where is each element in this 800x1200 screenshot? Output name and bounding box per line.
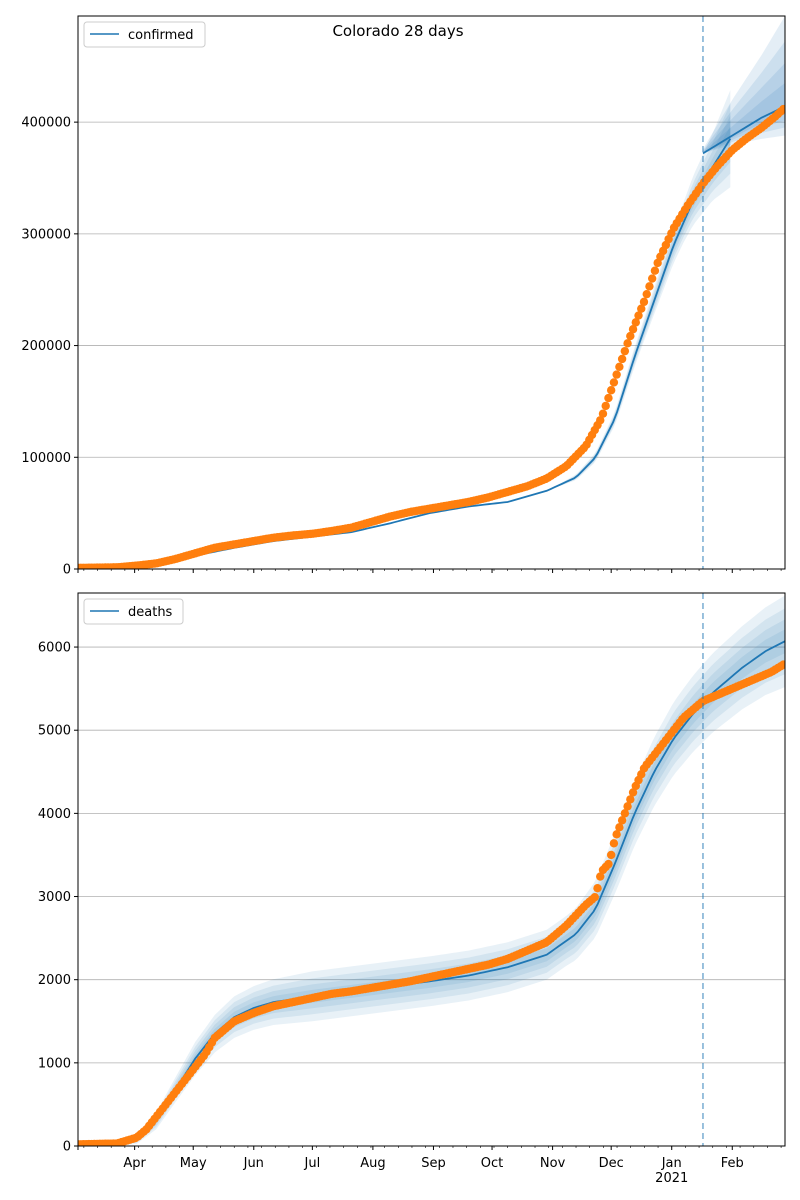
observed-point bbox=[626, 331, 635, 341]
plot-area bbox=[78, 16, 785, 569]
x-axis bbox=[77, 569, 782, 573]
observed-point bbox=[596, 416, 605, 425]
model-line bbox=[78, 138, 732, 569]
legend: confirmed bbox=[83, 21, 206, 48]
forecast-band bbox=[702, 82, 785, 154]
observed-point bbox=[620, 809, 630, 818]
y-tick-label: 0 bbox=[63, 563, 71, 578]
observed-points bbox=[78, 660, 785, 1146]
y-tick-label: 0 bbox=[63, 1140, 71, 1155]
band bbox=[78, 595, 785, 1146]
forecast-line bbox=[702, 105, 785, 155]
observed-point bbox=[617, 816, 627, 825]
legend-label-deaths: deaths bbox=[128, 605, 173, 620]
y-tick-label: 1000 bbox=[38, 1056, 71, 1071]
confirmed-panel: 0 100000 200000 300000 400000 confirmed Colo… bbox=[21, 15, 786, 578]
x-tick-label: Apr bbox=[123, 1156, 146, 1171]
uncertainty-bands bbox=[78, 595, 785, 1146]
y-tick-label: 400000 bbox=[21, 116, 71, 131]
chart-title: Colorado 28 days bbox=[332, 22, 463, 40]
observed-point bbox=[596, 872, 605, 881]
axes-frame bbox=[77, 592, 786, 1147]
y-tick-label: 4000 bbox=[38, 807, 71, 822]
observed-point bbox=[604, 859, 613, 869]
observed-point bbox=[631, 318, 640, 327]
observed-point bbox=[615, 362, 624, 371]
observed-point bbox=[779, 660, 785, 669]
observed-point bbox=[609, 839, 619, 848]
x-tick-label: Feb bbox=[721, 1156, 744, 1171]
band bbox=[78, 126, 731, 569]
y-tick-label: 3000 bbox=[38, 890, 71, 905]
observed-point bbox=[604, 393, 613, 403]
legend-box bbox=[83, 21, 206, 48]
observed-point bbox=[650, 266, 660, 275]
observed-point bbox=[645, 282, 654, 291]
x-tick-label: Jan bbox=[661, 1156, 682, 1171]
x-tick-label: Nov bbox=[540, 1156, 566, 1171]
observed-point bbox=[623, 339, 632, 348]
y-tick-label: 300000 bbox=[21, 227, 71, 242]
uncertainty-bands bbox=[78, 16, 785, 569]
observed-point bbox=[637, 304, 646, 313]
deaths-panel: 0 1000 2000 3000 4000 5000 6000 Apr May Jun Jul Au… bbox=[38, 592, 786, 1186]
forecast-band bbox=[702, 16, 785, 154]
observed-point bbox=[634, 311, 643, 320]
observed-point bbox=[628, 325, 638, 334]
x-tick-label: Jun bbox=[243, 1156, 264, 1171]
axes-frame bbox=[77, 15, 786, 570]
x-tick-label: Oct bbox=[481, 1156, 503, 1171]
observed-point bbox=[601, 401, 610, 411]
observed-point bbox=[620, 346, 630, 356]
x-tick-label: Sep bbox=[421, 1156, 446, 1171]
observed-point bbox=[779, 104, 785, 114]
y-grid bbox=[78, 121, 785, 458]
y-tick-label: 2000 bbox=[38, 973, 71, 988]
x-tick-label: 2021 bbox=[655, 1171, 688, 1186]
observed-point bbox=[642, 289, 651, 299]
y-tick-label: 6000 bbox=[38, 641, 71, 656]
x-tick-label: Dec bbox=[599, 1156, 624, 1171]
forecast-band bbox=[702, 63, 785, 154]
band bbox=[78, 115, 731, 569]
observed-point bbox=[590, 892, 599, 902]
y-tick-label: 200000 bbox=[21, 339, 71, 354]
observed-point bbox=[606, 850, 616, 860]
y-tick-label: 100000 bbox=[21, 451, 71, 466]
observed-point bbox=[628, 788, 638, 797]
observed-point bbox=[626, 795, 635, 804]
legend-label-confirmed: confirmed bbox=[128, 28, 194, 43]
y-axis: 0 100000 200000 300000 400000 bbox=[21, 116, 78, 578]
observed-point bbox=[612, 370, 621, 379]
y-tick-label: 5000 bbox=[38, 724, 71, 739]
legend: deaths bbox=[83, 598, 184, 625]
observed-point bbox=[598, 409, 608, 418]
x-tick-label: Jul bbox=[304, 1156, 321, 1171]
observed-points bbox=[78, 104, 785, 569]
observed-point bbox=[606, 386, 616, 395]
observed-point bbox=[639, 297, 649, 307]
observed-point bbox=[612, 830, 621, 839]
x-tick-label: May bbox=[180, 1156, 207, 1171]
observed-point bbox=[615, 823, 624, 832]
observed-point bbox=[617, 354, 627, 364]
plot-area bbox=[78, 595, 785, 1146]
observed-point bbox=[623, 802, 632, 811]
model-lines bbox=[78, 105, 785, 569]
observed-point bbox=[609, 378, 619, 387]
legend-box bbox=[83, 598, 184, 625]
observed-point bbox=[593, 884, 602, 893]
x-tick-label: Aug bbox=[360, 1156, 385, 1171]
observed-point bbox=[647, 274, 657, 283]
y-axis: 0 1000 2000 3000 4000 5000 6000 bbox=[38, 641, 78, 1155]
